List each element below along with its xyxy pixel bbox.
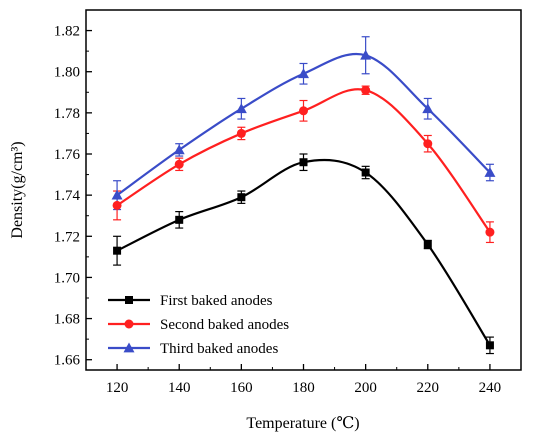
third-baked-anodes-point: [298, 68, 309, 79]
y-tick-label: 1.70: [54, 270, 80, 286]
legend-item-third-baked-anodes: Third baked anodes: [108, 341, 278, 357]
y-axis: 1.66 1.68 1.70 1.72 1.74 1.76 1.78 1.80 1.82: [54, 24, 92, 369]
legend-swatch-marker: [124, 319, 134, 329]
first-baked-anodes-point: [175, 215, 184, 224]
y-tick-label: 1.76: [54, 147, 81, 163]
second-baked-anodes-point: [174, 159, 184, 169]
second-baked-anodes-point: [299, 106, 308, 116]
y-tick-label: 1.72: [54, 229, 80, 245]
legend-label: First baked anodes: [160, 293, 273, 309]
x-axis-title: Temperature (℃): [246, 415, 359, 432]
x-axis: 120 140 160 180 200 220 240: [106, 364, 501, 396]
y-tick-label: 1.66: [54, 353, 81, 369]
y-tick-label: 1.80: [54, 65, 80, 81]
x-tick-label: 120: [106, 380, 129, 396]
y-tick-label: 1.74: [54, 188, 81, 204]
data-markers: [111, 49, 496, 350]
x-tick-label: 180: [292, 380, 315, 396]
x-tick-label: 200: [354, 380, 377, 396]
x-tick-label: 160: [230, 380, 253, 396]
third-baked-anodes-point: [173, 144, 185, 155]
y-tick-label: 1.78: [54, 106, 80, 122]
first-baked-anodes-point: [361, 168, 370, 177]
x-tick-label: 140: [168, 380, 191, 396]
third-baked-anodes-point: [111, 189, 123, 200]
second-baked-anodes-point: [112, 200, 122, 210]
legend-label: Second baked anodes: [160, 317, 289, 333]
second-baked-anodes-point: [361, 85, 371, 95]
legend: First baked anodes Second baked anodes Thi…: [108, 293, 289, 357]
second-baked-anodes-point: [423, 139, 433, 149]
x-tick-label: 220: [417, 380, 440, 396]
y-tick-label: 1.82: [54, 24, 80, 40]
y-axis-title: Density(g/cm³): [9, 141, 26, 238]
legend-item-second-baked-anodes: Second baked anodes: [108, 317, 289, 333]
legend-swatch-marker: [125, 296, 133, 304]
third-baked-anodes-point: [235, 103, 247, 114]
first-baked-anodes-point: [113, 246, 122, 255]
legend-item-first-baked-anodes: First baked anodes: [108, 293, 273, 309]
x-tick-label: 240: [479, 380, 502, 396]
first-baked-anodes-point: [423, 240, 432, 249]
second-baked-anodes-point: [485, 227, 495, 237]
first-baked-anodes-point: [237, 193, 246, 202]
third-baked-anodes-point: [422, 103, 434, 114]
second-baked-anodes-point: [236, 128, 246, 138]
legend-swatch-marker: [123, 342, 135, 353]
legend-label: Third baked anodes: [160, 341, 278, 357]
y-tick-label: 1.68: [54, 312, 80, 328]
third-baked-anodes-point: [360, 49, 372, 60]
first-baked-anodes-point: [485, 341, 494, 350]
first-baked-anodes-point: [299, 158, 308, 167]
third-baked-anodes-point: [484, 167, 496, 177]
